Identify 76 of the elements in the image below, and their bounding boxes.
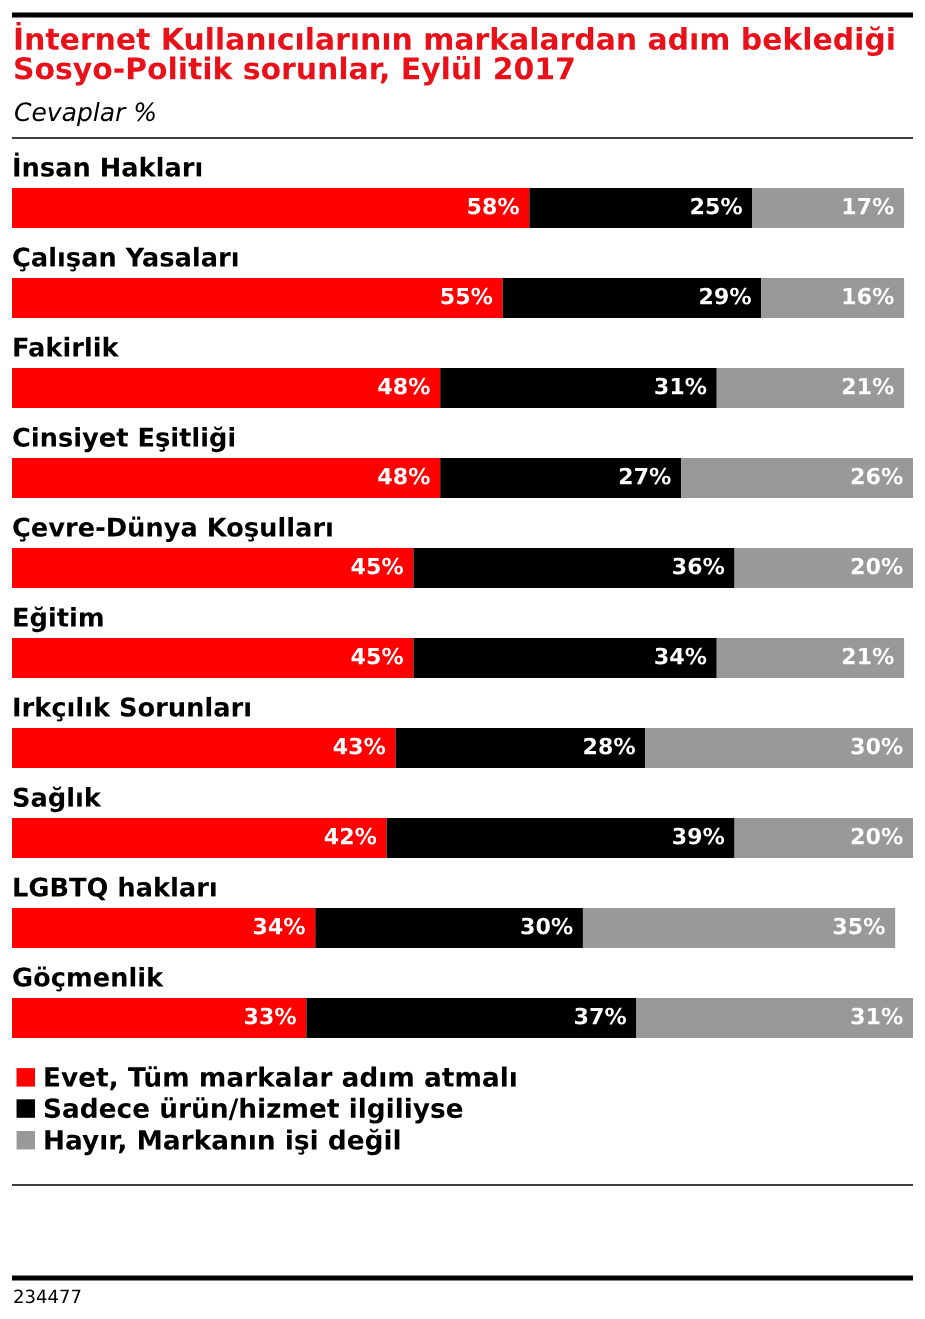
bar <box>761 278 905 318</box>
bar <box>413 638 717 678</box>
bar <box>645 728 913 768</box>
y-tick-label: Çalışan Yasaları <box>13 246 238 272</box>
y-tick-label: Sağlık <box>13 786 102 813</box>
y-tick-label: Fakirlik <box>14 336 120 357</box>
data-label: 17% <box>843 197 894 215</box>
bar <box>12 998 307 1038</box>
bar <box>734 818 913 858</box>
data-label: 31% <box>655 377 707 395</box>
bar <box>752 188 905 228</box>
text: 234477 <box>14 1289 81 1304</box>
data-label: 25% <box>691 197 742 215</box>
bar <box>12 278 503 318</box>
y-tick-label: Cinsiyet Eşitliği <box>13 426 235 453</box>
bar <box>440 368 717 408</box>
bar <box>12 728 396 768</box>
data-label: 29% <box>700 287 751 305</box>
data-label: 21% <box>842 647 894 665</box>
data-label: 58% <box>468 197 519 215</box>
chart-subtitle: Cevaplar % <box>15 101 155 127</box>
data-label: 48% <box>378 467 430 485</box>
legend-label: Hayır, Markanın işi değil <box>45 1128 400 1156</box>
data-label: 55% <box>441 287 493 305</box>
bar <box>12 368 441 408</box>
bar <box>716 368 905 408</box>
chart-title: İnternet Kullanıcılarının markalardan adım beklediği Sosyo-Politik sorunlar, Eylül 2017 <box>15 22 894 86</box>
bar <box>395 728 646 768</box>
data-label: 45% <box>351 647 404 665</box>
y-tick-label: Göçmenlik <box>13 966 164 992</box>
bar <box>716 638 905 678</box>
bar <box>529 188 753 228</box>
bar <box>440 458 682 498</box>
data-label: 48% <box>378 377 430 395</box>
y-tick-label: Çevre-Dünya Koşulları <box>13 516 332 543</box>
y-tick-label: Irkçılık Sorunları <box>14 696 250 722</box>
data-label: 36% <box>673 557 725 575</box>
data-label: 34% <box>253 917 305 935</box>
bar <box>636 998 913 1038</box>
legend-label: Evet, Tüm markalar adım atmalı <box>45 1066 516 1091</box>
bar <box>582 908 896 948</box>
data-label: 42% <box>324 827 377 845</box>
data-label: 20% <box>851 827 903 845</box>
data-label: 26% <box>851 467 903 485</box>
bar <box>306 998 637 1038</box>
bar <box>12 548 414 588</box>
bar <box>12 908 316 948</box>
data-label: 31% <box>851 1007 903 1025</box>
bar <box>12 818 387 858</box>
data-label: 35% <box>833 917 885 935</box>
data-label: 28% <box>584 737 635 755</box>
bar <box>386 818 735 858</box>
bar <box>502 278 762 318</box>
bar <box>315 908 583 948</box>
bar <box>12 188 530 228</box>
data-label: 33% <box>244 1007 296 1025</box>
data-label: 30% <box>521 917 573 935</box>
y-tick-label: LGBTQ hakları <box>14 876 216 901</box>
bar <box>12 638 414 678</box>
data-label: 21% <box>842 377 894 395</box>
legend-label: Sadece ürün/hizmet ilgiliyse <box>44 1097 463 1124</box>
y-tick-label: Eğitim <box>14 606 103 633</box>
data-label: 16% <box>843 287 894 305</box>
data-label: 43% <box>333 737 386 755</box>
y-tick-label: İnsan Hakları <box>14 152 202 177</box>
bar <box>734 548 913 588</box>
data-label: 27% <box>619 467 671 485</box>
data-label: 30% <box>851 737 903 755</box>
data-label: 20% <box>851 557 903 575</box>
data-label: 34% <box>655 647 707 665</box>
data-label: 45% <box>351 557 404 575</box>
bar <box>413 548 735 588</box>
data-label: 37% <box>575 1007 627 1025</box>
bar <box>681 458 913 498</box>
data-label: 39% <box>673 827 725 845</box>
bar <box>12 458 441 498</box>
